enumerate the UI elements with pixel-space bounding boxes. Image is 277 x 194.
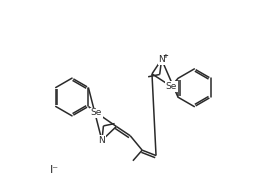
- Text: Se: Se: [91, 108, 102, 117]
- Text: N: N: [158, 55, 165, 64]
- Text: Se: Se: [166, 82, 177, 91]
- Text: N: N: [99, 136, 105, 145]
- Text: +: +: [163, 53, 169, 59]
- Text: I⁻: I⁻: [50, 165, 59, 175]
